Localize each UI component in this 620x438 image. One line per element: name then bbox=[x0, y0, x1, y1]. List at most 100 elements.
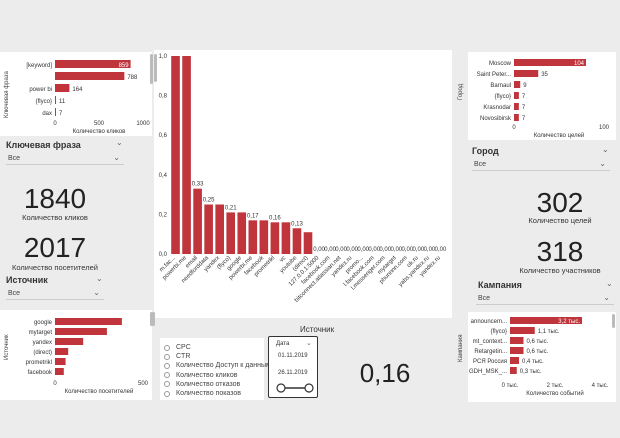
bar[interactable] bbox=[514, 81, 521, 88]
radio-icon[interactable] bbox=[164, 344, 170, 351]
radio-icon[interactable] bbox=[164, 372, 170, 379]
bar[interactable] bbox=[55, 358, 66, 365]
measure-option[interactable]: CTR bbox=[164, 353, 190, 360]
bar[interactable] bbox=[303, 232, 313, 254]
category-label: google bbox=[34, 320, 53, 326]
bar[interactable] bbox=[237, 212, 247, 254]
bar[interactable] bbox=[182, 56, 191, 254]
date-slicer-chevron-icon[interactable]: ⌄ bbox=[306, 340, 312, 347]
keyword-chart-scrollbar[interactable] bbox=[150, 54, 153, 84]
category-label: prometrikl bbox=[26, 360, 52, 366]
data-label: 0,6 тыс. bbox=[527, 349, 549, 355]
source-slicer-collapse-icon[interactable]: ⌄ bbox=[96, 274, 103, 283]
slider-handle-end[interactable] bbox=[304, 383, 314, 393]
category-label: GDH_MSK_... bbox=[469, 369, 507, 375]
x-tick-label: vc bbox=[279, 255, 287, 263]
bar[interactable] bbox=[55, 348, 69, 355]
measure-option-label: Количество кликов bbox=[176, 371, 238, 379]
bar[interactable] bbox=[281, 222, 291, 254]
kpi-clicks-value: 1840 bbox=[23, 183, 87, 214]
bar[interactable] bbox=[514, 103, 519, 110]
data-label: 0,16 bbox=[269, 215, 281, 221]
slider-handle-start[interactable] bbox=[276, 383, 286, 393]
bar[interactable] bbox=[510, 367, 517, 374]
bar[interactable] bbox=[510, 347, 524, 354]
category-label: {flyco} bbox=[36, 99, 52, 105]
bar[interactable] bbox=[510, 327, 535, 334]
measure-option[interactable]: CPC bbox=[164, 344, 191, 351]
radio-icon[interactable] bbox=[164, 362, 170, 369]
data-label: 0,4 тыс. bbox=[522, 359, 544, 365]
chevron-down-icon: ⌄ bbox=[599, 159, 606, 168]
data-label: 0,25 bbox=[203, 198, 215, 204]
measure-option[interactable]: Количество показов bbox=[164, 390, 241, 397]
keyword-slicer-collapse-icon[interactable]: ⌄ bbox=[116, 138, 123, 147]
bar[interactable] bbox=[514, 70, 539, 77]
x-axis-title: Количество событий bbox=[526, 390, 584, 397]
campaign-slicer-dropdown[interactable]: Все ⌄ bbox=[476, 293, 614, 305]
campaign-chart-card bbox=[468, 312, 616, 402]
measure-option[interactable]: Количество кликов bbox=[164, 372, 237, 379]
bar[interactable] bbox=[55, 318, 122, 325]
date-from-field[interactable]: 01.11.2019 bbox=[278, 353, 308, 359]
bar[interactable] bbox=[55, 60, 131, 68]
source-slicer-title: Источник bbox=[6, 275, 48, 285]
category-label: Novosibirsk bbox=[480, 116, 512, 122]
source-chart-scrollbar[interactable] bbox=[150, 312, 153, 326]
bar[interactable] bbox=[510, 317, 582, 324]
bar[interactable] bbox=[55, 84, 70, 92]
data-label: 788 bbox=[127, 75, 138, 81]
date-to-field[interactable]: 26.11.2019 bbox=[278, 370, 308, 376]
campaign-slicer-collapse-icon[interactable]: ⌄ bbox=[606, 279, 613, 288]
bar[interactable] bbox=[292, 228, 302, 254]
radio-icon[interactable] bbox=[164, 353, 170, 360]
bar[interactable] bbox=[171, 56, 180, 254]
measure-option[interactable]: Количество Доступ к данным bbox=[164, 362, 271, 369]
x-tick-label: 1000 bbox=[136, 121, 150, 127]
bar[interactable] bbox=[55, 328, 107, 335]
x-axis-title: Количество кликов bbox=[73, 129, 126, 135]
city-slicer-collapse-icon[interactable]: ⌄ bbox=[602, 145, 609, 154]
bar[interactable] bbox=[514, 114, 519, 121]
source-slicer-dropdown[interactable]: Все ⌄ bbox=[6, 288, 104, 300]
city-slicer-dropdown[interactable]: Все ⌄ bbox=[472, 159, 610, 171]
bar[interactable] bbox=[55, 96, 56, 104]
category-label: Krasnodar bbox=[483, 105, 511, 111]
measure-list-scrollbar[interactable] bbox=[152, 312, 155, 326]
bar[interactable] bbox=[259, 220, 269, 254]
y-tick-label: 0,6 bbox=[159, 133, 168, 139]
date-slicer-title: Источник bbox=[300, 325, 335, 334]
bar[interactable] bbox=[55, 108, 56, 116]
data-label: 9 bbox=[523, 83, 527, 89]
bar[interactable] bbox=[514, 92, 519, 99]
big-value: 0,16 bbox=[359, 358, 411, 388]
kpi-participants-label: Количество участников bbox=[519, 266, 601, 275]
bar[interactable] bbox=[270, 222, 280, 254]
bar[interactable] bbox=[510, 357, 519, 364]
radio-icon[interactable] bbox=[164, 390, 170, 397]
keyword-chart: [keyword] 859 788 power bi 164 {flyco} 11 dax 70… bbox=[26, 60, 150, 135]
x-tick-label: 100 bbox=[599, 125, 610, 131]
x-tick-label: 0 тыс. bbox=[502, 383, 519, 389]
category-label: (direct) bbox=[33, 350, 52, 356]
bar[interactable] bbox=[193, 188, 202, 254]
bar[interactable] bbox=[215, 204, 224, 255]
bar[interactable] bbox=[514, 59, 586, 66]
date-range-slider[interactable] bbox=[276, 382, 314, 394]
radio-icon[interactable] bbox=[164, 381, 170, 388]
data-label: 7 bbox=[59, 111, 63, 117]
main-chart-scrollbar[interactable] bbox=[154, 54, 157, 82]
bar[interactable] bbox=[226, 212, 236, 254]
bar[interactable] bbox=[55, 338, 84, 345]
campaign-slicer-value: Все bbox=[478, 295, 491, 302]
campaign-chart: announcem... 3,2 тыс. {flyco} 1,1 тыс. mt_co… bbox=[469, 317, 609, 397]
campaign-chart-scrollbar[interactable] bbox=[612, 314, 615, 328]
measure-option[interactable]: Количество отказов bbox=[164, 381, 240, 388]
bar[interactable] bbox=[55, 72, 125, 80]
bar[interactable] bbox=[248, 220, 258, 254]
bar[interactable] bbox=[55, 368, 64, 375]
bar[interactable] bbox=[204, 204, 213, 255]
keyword-slicer-dropdown[interactable]: Все ⌄ bbox=[6, 153, 124, 165]
bar[interactable] bbox=[510, 337, 524, 344]
data-label: 7 bbox=[522, 94, 526, 100]
